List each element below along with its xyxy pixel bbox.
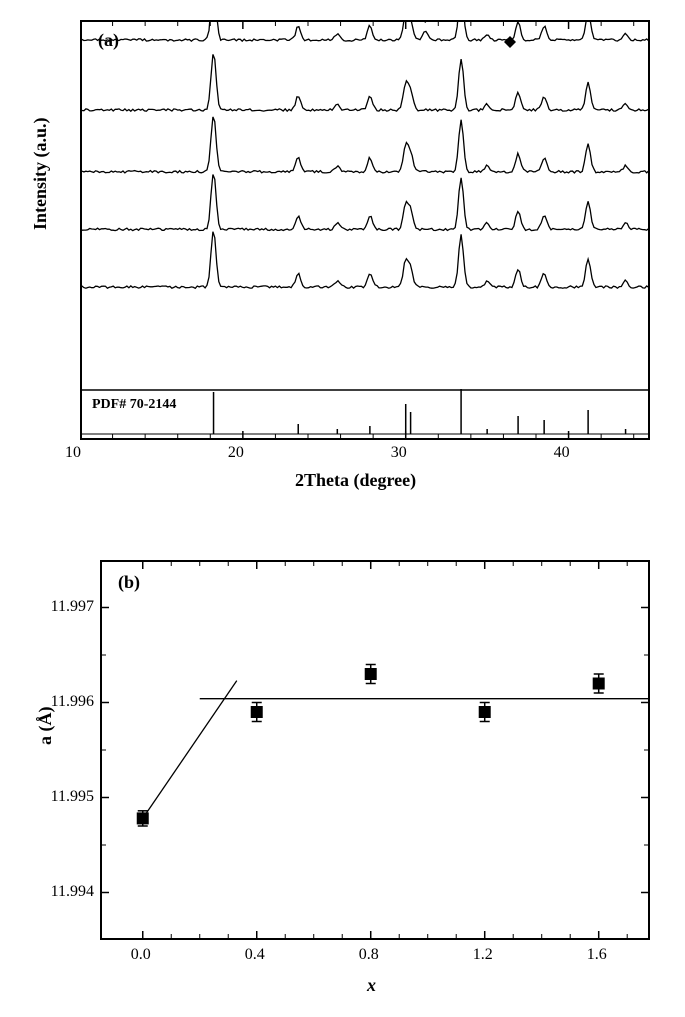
data-point [137,812,149,824]
svg-text:(a): (a) [98,30,119,51]
ytick-label: 11.997 [51,598,94,616]
ytick-label: 11.994 [51,883,94,901]
ytick-label: 11.995 [51,788,94,806]
xtick-label: 30 [391,444,407,462]
svg-text:PDF# 70-2144: PDF# 70-2144 [92,397,176,412]
data-point [365,668,377,680]
svg-text:(b): (b) [118,572,140,593]
data-point [593,678,605,690]
panel-b-plot: (b) [100,560,650,940]
data-point [251,706,263,718]
panel-a-plot: x = 1.6x = 1.2x = 0.8x = 0.4x = 0PDF# 70… [80,20,650,440]
panel-a-xlabel: 2Theta (degree) [295,470,416,491]
panel-b-xlabel: x [367,975,376,996]
xtick-label: 0.8 [359,946,379,964]
data-point [479,706,491,718]
xtick-label: 10 [65,444,81,462]
xtick-label: 1.2 [473,946,493,964]
figure-root: x = 1.6x = 1.2x = 0.8x = 0.4x = 0PDF# 70… [0,0,685,1017]
ytick-label: 11.996 [51,693,94,711]
panel-b-ylabel: a (Å) [35,707,56,746]
panel-a-ylabel: Intensity (a.u.) [30,117,51,230]
xtick-label: 1.6 [587,946,607,964]
xtick-label: 0.0 [131,946,151,964]
xtick-label: 0.4 [245,946,265,964]
xtick-label: 40 [554,444,570,462]
xtick-label: 20 [228,444,244,462]
